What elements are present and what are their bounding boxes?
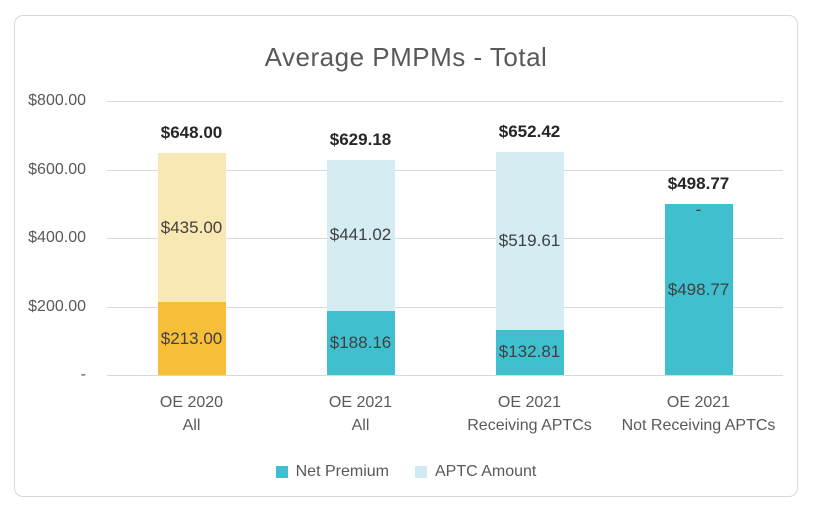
- segment-data-label: $132.81: [498, 342, 561, 362]
- bar-segment-net-premium[interactable]: [664, 204, 733, 375]
- segment-data-label: $519.61: [498, 230, 561, 250]
- legend-item-aptc-amount[interactable]: APTC Amount: [414, 463, 537, 481]
- x-axis-category-label: OE 2020 All: [159, 394, 224, 434]
- gridline: [107, 169, 783, 171]
- total-data-label: $498.77: [667, 174, 730, 194]
- plot-area: $213.00 $435.00 $648.00 OE 2020 All $188.16 $4…: [107, 101, 783, 434]
- bar-segment-aptc-amount[interactable]: [157, 153, 226, 303]
- total-data-label: $652.42: [498, 121, 561, 141]
- legend-swatch-icon: [275, 466, 288, 478]
- y-axis-tick-label: -: [80, 366, 86, 383]
- gridline: [107, 238, 783, 239]
- x-axis-category-label: OE 2021 All: [328, 394, 393, 434]
- bar-segment-net-premium[interactable]: [495, 329, 564, 375]
- gridline: [107, 306, 783, 308]
- y-axis-tick-label: $800.00: [28, 92, 86, 109]
- chart-title: Average PMPMs - Total: [264, 42, 548, 72]
- y-axis-tick-label: $200.00: [28, 297, 86, 315]
- segment-data-label: $498.77: [667, 279, 730, 299]
- total-data-label: $629.18: [329, 129, 392, 149]
- segment-data-label: -: [695, 200, 702, 220]
- y-axis-tick-label: $400.00: [28, 229, 86, 246]
- legend: Net Premium APTC Amount: [15, 463, 797, 481]
- chart-container[interactable]: Average PMPMs - Total $213.00 $435.00 $648…: [14, 15, 798, 497]
- legend-label: Net Premium: [295, 463, 389, 480]
- x-axis-category-label: OE 2021 Not Receiving APTCs: [621, 394, 776, 434]
- bar-segment-aptc-amount[interactable]: [495, 151, 564, 330]
- bar-segment-aptc-amount[interactable]: [326, 159, 395, 311]
- segment-data-label: $213.00: [160, 328, 223, 348]
- segment-data-label: $441.02: [329, 225, 392, 245]
- bar-segment-net-premium[interactable]: [157, 302, 226, 375]
- segment-data-label: $435.00: [160, 217, 223, 237]
- gridline: [107, 101, 783, 102]
- y-axis-tick-label: $600.00: [28, 160, 86, 178]
- legend-item-net-premium[interactable]: Net Premium: [275, 463, 389, 481]
- x-axis-category-label: OE 2021 Receiving APTCs: [467, 394, 592, 434]
- legend-swatch-icon: [414, 466, 427, 478]
- legend-label: APTC Amount: [434, 463, 537, 480]
- bar-segment-net-premium[interactable]: [326, 310, 395, 375]
- total-data-label: $648.00: [160, 123, 223, 143]
- segment-data-label: $188.16: [329, 332, 392, 352]
- gridline: [107, 375, 783, 376]
